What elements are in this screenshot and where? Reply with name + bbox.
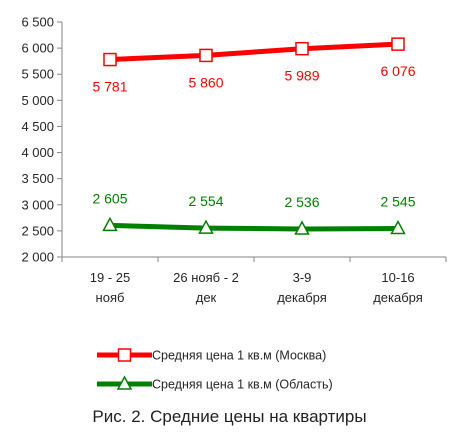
data-point-marker [103, 52, 117, 67]
y-axis-ticks: 2 000 2 500 3 000 3 500 4 000 4 500 5 000 5 500… [21, 15, 62, 265]
data-label: 2 605 [92, 190, 127, 206]
x-tick-label: 19 - 25 [90, 270, 130, 285]
data-point-marker [102, 216, 118, 232]
y-tick-label: 5 500 [21, 67, 54, 82]
y-tick-label: 6 500 [21, 15, 54, 30]
x-tick-label: декабря [277, 290, 327, 305]
x-tick-label: декабря [373, 290, 423, 305]
data-point-marker [198, 219, 214, 234]
y-tick-label: 5 000 [21, 93, 54, 108]
y-tick-label: 3 500 [21, 171, 54, 186]
y-tick-label: 2 500 [21, 223, 54, 238]
legend-marker [117, 348, 132, 362]
data-label: 2 536 [284, 194, 319, 210]
x-axis-ticks: 19 - 25 нояб 26 нояб - 2 дек 3-9 декабря 10-16… [61, 257, 447, 305]
figure-caption: Рис. 2. Средние цены на квартиры [92, 407, 367, 426]
legend-label: Средняя цена 1 кв.м (Область) [152, 378, 333, 392]
y-tick-label: 6 000 [21, 41, 54, 56]
y-tick-label: 2 000 [21, 250, 54, 265]
y-tick-label: 3 000 [21, 197, 54, 212]
legend-marker [116, 375, 133, 390]
data-point-marker [295, 41, 309, 56]
line-chart: 2 000 2 500 3 000 3 500 4 000 4 500 5 000 5 500… [21, 15, 447, 392]
series-group: 5 781 5 860 5 989 6 076 2 605 2 554 2 536 2 545 [92, 37, 416, 235]
y-tick-label: 4 500 [21, 119, 54, 134]
x-tick-label: 26 нояб - 2 [173, 270, 239, 285]
data-label: 5 860 [188, 74, 223, 90]
data-label: 2 545 [380, 194, 415, 210]
y-tick-label: 4 000 [21, 145, 54, 160]
series-line-1 [109, 41, 399, 62]
x-tick-label: нояб [96, 290, 125, 305]
data-label: 6 076 [380, 63, 415, 79]
data-label: 5 989 [284, 68, 319, 84]
data-point-marker [391, 37, 405, 51]
legend-label: Средняя цена 1 кв.м (Москва) [152, 349, 326, 363]
data-point-marker [390, 219, 406, 235]
data-label: 5 781 [92, 79, 127, 95]
legend: Средняя цена 1 кв.м (Москва) Средняя цена… [97, 348, 333, 392]
data-point-marker [294, 220, 310, 235]
x-tick-label: 3-9 [293, 270, 312, 285]
data-label: 2 554 [188, 193, 223, 209]
x-tick-label: 10-16 [381, 270, 414, 285]
series-line-2 [109, 222, 399, 232]
x-tick-label: дек [196, 290, 217, 305]
data-point-marker [199, 48, 213, 63]
